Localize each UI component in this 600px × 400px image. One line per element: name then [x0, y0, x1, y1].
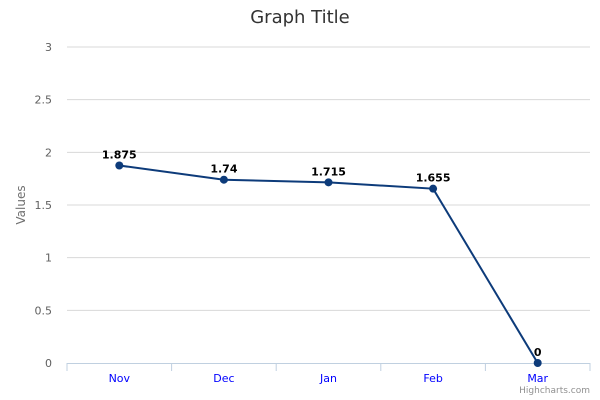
- y-tick-label: 3: [45, 41, 52, 54]
- y-tick-label: 0: [45, 357, 52, 370]
- data-label: 1.74: [210, 163, 237, 176]
- data-label: 1.715: [311, 165, 346, 178]
- series-line-group: [119, 164, 539, 364]
- grid-lines: [67, 46, 590, 311]
- x-tick-label: Nov: [109, 372, 131, 385]
- y-tick-label: 0.5: [35, 304, 53, 317]
- data-point[interactable]: [324, 178, 333, 187]
- y-axis-tick-labels: 0 0.5 1 1.5 2 2.5 3: [35, 41, 53, 370]
- y-tick-label: 2.5: [35, 94, 53, 107]
- data-label: 0: [534, 346, 542, 359]
- y-axis-title: Values: [14, 185, 28, 224]
- data-label: 1.875: [102, 149, 137, 162]
- data-point[interactable]: [533, 359, 542, 367]
- data-point[interactable]: [115, 161, 124, 170]
- y-tick-label: 1.5: [35, 199, 53, 212]
- chart-title: Graph Title: [250, 7, 350, 28]
- y-tick-label: 1: [45, 252, 52, 265]
- data-labels: 1.875 1.74 1.715 1.655 0: [102, 149, 542, 360]
- x-tick-label: Jan: [319, 372, 337, 385]
- series-line: [119, 164, 539, 364]
- x-axis: [66, 363, 591, 371]
- data-point[interactable]: [429, 184, 438, 193]
- data-point-markers: [115, 161, 542, 367]
- data-point[interactable]: [219, 175, 228, 184]
- x-axis-tick-labels: Nov Dec Jan Feb Mar: [109, 372, 549, 385]
- y-tick-label: 2: [45, 146, 52, 159]
- x-tick-label: Mar: [527, 372, 548, 385]
- x-tick-label: Feb: [423, 372, 442, 385]
- credits-link[interactable]: Highcharts.com: [519, 386, 590, 396]
- x-tick-label: Dec: [213, 372, 234, 385]
- data-label: 1.655: [416, 172, 451, 185]
